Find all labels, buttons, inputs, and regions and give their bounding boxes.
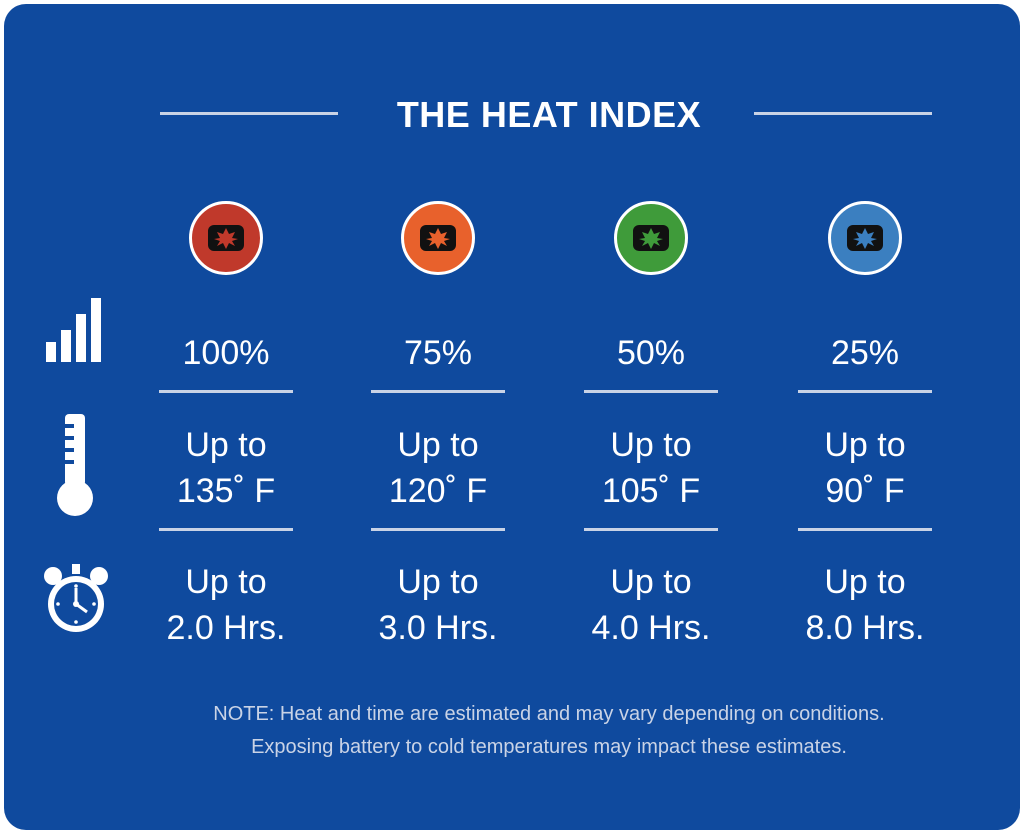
stopwatch-icon: [44, 564, 108, 632]
time-line-1: Up to: [610, 563, 692, 601]
runtime-value: Up to 8.0 Hrs.: [759, 559, 971, 651]
temp-line-1: Up to: [185, 426, 267, 464]
time-line-1: Up to: [824, 563, 906, 601]
divider-percent: [798, 390, 932, 393]
runtime-value: Up to 2.0 Hrs.: [120, 559, 332, 651]
time-line-2: 4.0 Hrs.: [591, 609, 711, 647]
time-line-1: Up to: [185, 563, 267, 601]
heater-logo-icon: [420, 225, 456, 251]
divider-temp: [798, 528, 932, 531]
divider-temp: [159, 528, 293, 531]
divider-percent: [584, 390, 718, 393]
thermometer-icon: [57, 414, 93, 516]
note-line-1: NOTE: Heat and time are estimated and ma…: [213, 703, 885, 725]
time-line-2: 2.0 Hrs.: [166, 609, 286, 647]
signal-bars-icon: [46, 298, 101, 362]
heater-logo-icon: [633, 225, 669, 251]
percent-value: 75%: [403, 334, 473, 372]
temp-line-1: Up to: [610, 426, 692, 464]
temp-line-2: 120˚ F: [388, 472, 488, 510]
orange-level-badge: [401, 201, 475, 275]
time-line-2: 8.0 Hrs.: [805, 609, 925, 647]
blue-level-badge: [828, 201, 902, 275]
red-level-badge: [189, 201, 263, 275]
divider-temp: [371, 528, 505, 531]
temperature-value: Up to 90˚ F: [759, 422, 971, 514]
temp-line-1: Up to: [397, 426, 479, 464]
percent-value: 100%: [182, 334, 270, 372]
time-line-2: 3.0 Hrs.: [378, 609, 498, 647]
temp-line-2: 90˚ F: [825, 472, 905, 510]
page-title: THE HEAT INDEX: [396, 94, 702, 135]
note-line-2: Exposing battery to cold temperatures ma…: [251, 736, 847, 758]
temp-line-2: 105˚ F: [601, 472, 701, 510]
temperature-value: Up to 135˚ F: [120, 422, 332, 514]
heater-logo-icon: [847, 225, 883, 251]
runtime-value: Up to 3.0 Hrs.: [332, 559, 544, 651]
heater-logo-icon: [208, 225, 244, 251]
divider-percent: [159, 390, 293, 393]
title-rule-left: [160, 112, 338, 115]
green-level-badge: [614, 201, 688, 275]
percent-value: 25%: [830, 334, 900, 372]
temperature-value: Up to 120˚ F: [332, 422, 544, 514]
time-line-1: Up to: [397, 563, 479, 601]
runtime-value: Up to 4.0 Hrs.: [545, 559, 757, 651]
divider-percent: [371, 390, 505, 393]
percent-value: 50%: [616, 334, 686, 372]
note: NOTE: Heat and time are estimated and ma…: [134, 698, 964, 764]
divider-temp: [584, 528, 718, 531]
temp-line-1: Up to: [824, 426, 906, 464]
temp-line-2: 135˚ F: [176, 472, 276, 510]
temperature-value: Up to 105˚ F: [545, 422, 757, 514]
heat-index-card: THE HEAT INDEX 100% Up to 135˚ F Up to 2.0 H…: [4, 4, 1020, 830]
title-rule-right: [754, 112, 932, 115]
